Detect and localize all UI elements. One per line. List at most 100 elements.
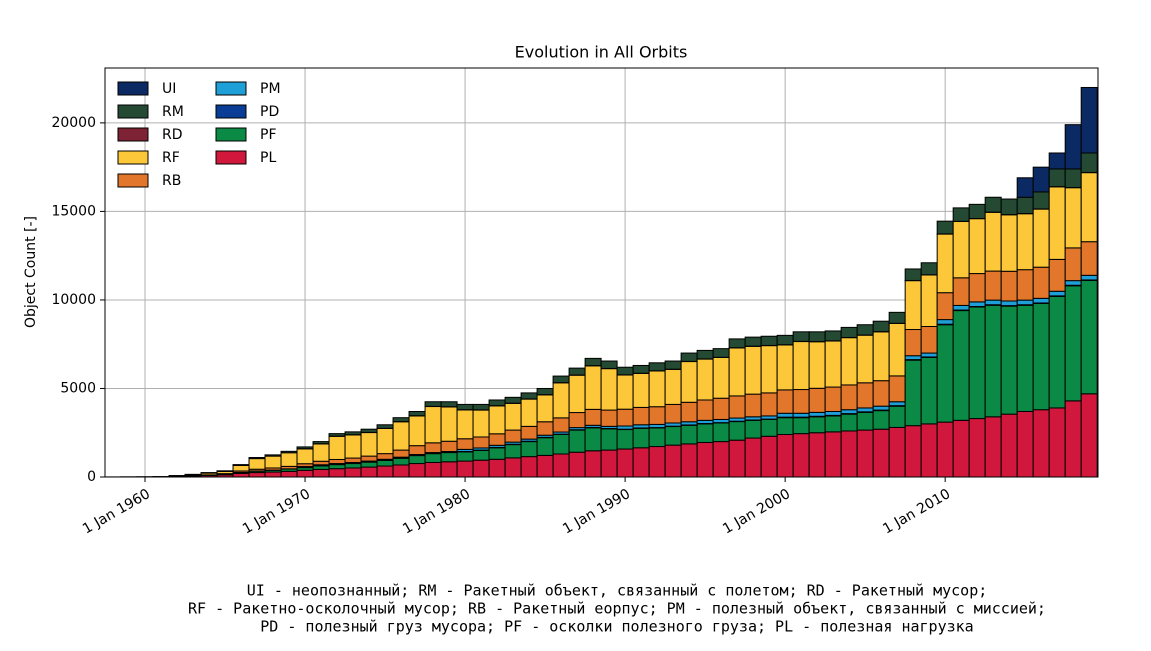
bar-segment xyxy=(360,461,378,468)
bar-segment xyxy=(1048,152,1066,170)
bar-segment xyxy=(312,460,330,466)
bar-segment xyxy=(568,374,586,414)
bar-segment xyxy=(536,421,554,436)
bar-segment xyxy=(696,349,714,360)
bar-segment xyxy=(1016,269,1034,301)
bar-segment xyxy=(616,448,634,478)
bar-segment xyxy=(616,408,634,427)
bar-segment xyxy=(760,435,778,478)
bar-segment xyxy=(936,421,954,478)
bar-segment xyxy=(664,368,682,405)
bar-segment xyxy=(648,370,666,408)
bar-segment xyxy=(1080,152,1098,173)
bar-segment xyxy=(520,398,538,427)
bar-segment xyxy=(424,401,442,407)
bar-segment xyxy=(904,425,922,478)
bar-segment xyxy=(1048,168,1066,188)
bar-segment xyxy=(968,418,986,478)
bar-segment xyxy=(424,453,442,463)
bar-segment xyxy=(456,451,474,462)
bar-segment xyxy=(920,326,938,354)
legend-swatch xyxy=(117,104,149,119)
legend-swatch xyxy=(215,81,247,96)
bar-segment xyxy=(488,433,506,446)
bar-segment xyxy=(376,453,394,460)
bar-segment xyxy=(1080,86,1098,154)
bar-segment xyxy=(584,365,602,410)
bar-segment xyxy=(648,406,666,425)
bar-segment xyxy=(1064,187,1082,249)
bar-segment xyxy=(520,456,538,478)
bar-segment xyxy=(936,220,954,235)
bar-segment xyxy=(920,356,938,425)
bar-segment xyxy=(680,401,698,423)
bar-segment xyxy=(1080,279,1098,395)
bar-segment xyxy=(952,277,970,306)
legend-swatch xyxy=(117,150,149,165)
bar-segment xyxy=(808,387,826,413)
bar-segment xyxy=(856,324,874,336)
bar-segment xyxy=(584,427,602,452)
bar-segment xyxy=(776,344,794,391)
bar-segment xyxy=(952,221,970,279)
bar-segment xyxy=(552,382,570,419)
bar-segment xyxy=(344,457,362,463)
footnote: PD - полезный груз мусора; PF - осколки … xyxy=(260,618,973,636)
bar-segment xyxy=(504,402,522,431)
bar-segment xyxy=(600,449,618,478)
bar-segment xyxy=(840,384,858,411)
legend-swatch xyxy=(215,104,247,119)
bar-segment xyxy=(792,341,810,391)
bar-segment xyxy=(280,452,298,467)
bar-segment xyxy=(488,405,506,435)
bar-segment xyxy=(888,375,906,403)
bar-segment xyxy=(1048,290,1066,297)
bar-segment xyxy=(840,326,858,338)
bar-segment xyxy=(376,424,394,429)
bar-segment xyxy=(664,360,682,370)
bar-segment xyxy=(728,338,746,349)
bar-segment xyxy=(648,427,666,448)
bar-segment xyxy=(504,396,522,404)
bar-segment xyxy=(456,438,474,450)
x-tick-label: 1 Jan 1980 xyxy=(400,486,473,537)
legend-swatch xyxy=(117,81,149,96)
bar-segment xyxy=(408,445,426,456)
y-tick-label: 15000 xyxy=(51,203,96,219)
bar-segment xyxy=(1016,177,1034,198)
bar-segment xyxy=(712,422,730,443)
bar-segment xyxy=(712,397,730,420)
bar-segment xyxy=(1032,166,1050,193)
bar-segment xyxy=(440,440,458,453)
bar-segment xyxy=(968,273,986,303)
bar-segment xyxy=(872,320,890,333)
bar-segment xyxy=(232,464,250,466)
bar-segment xyxy=(472,459,490,478)
bar-segment xyxy=(936,324,954,423)
bar-segment xyxy=(1064,285,1082,402)
bar-segment xyxy=(344,467,362,478)
bar-segment xyxy=(520,425,538,440)
bar-segment xyxy=(1064,280,1082,286)
y-tick-label: 20000 xyxy=(51,115,96,131)
bar-segment xyxy=(920,352,938,358)
bar-segment xyxy=(856,334,874,384)
bar-segment xyxy=(1000,413,1018,478)
footnote: RF - Ракетно-осколочный мусор; RB - Раке… xyxy=(188,600,1046,618)
bar-segment xyxy=(216,470,234,473)
bar-segment xyxy=(696,441,714,478)
bar-segment xyxy=(264,454,282,457)
bar-segment xyxy=(456,409,474,440)
bar-segment xyxy=(408,410,426,417)
bar-segment xyxy=(872,380,890,407)
bar-segment xyxy=(280,450,298,454)
bar-segment xyxy=(824,386,842,412)
bar-segment xyxy=(424,442,442,454)
bar-segment xyxy=(568,367,586,376)
bar-segment xyxy=(504,429,522,443)
bar-segment xyxy=(584,408,602,426)
bar-segment xyxy=(920,274,938,328)
bar-segment xyxy=(808,432,826,478)
bar-segment xyxy=(312,443,330,462)
bar-segment xyxy=(1048,186,1066,260)
